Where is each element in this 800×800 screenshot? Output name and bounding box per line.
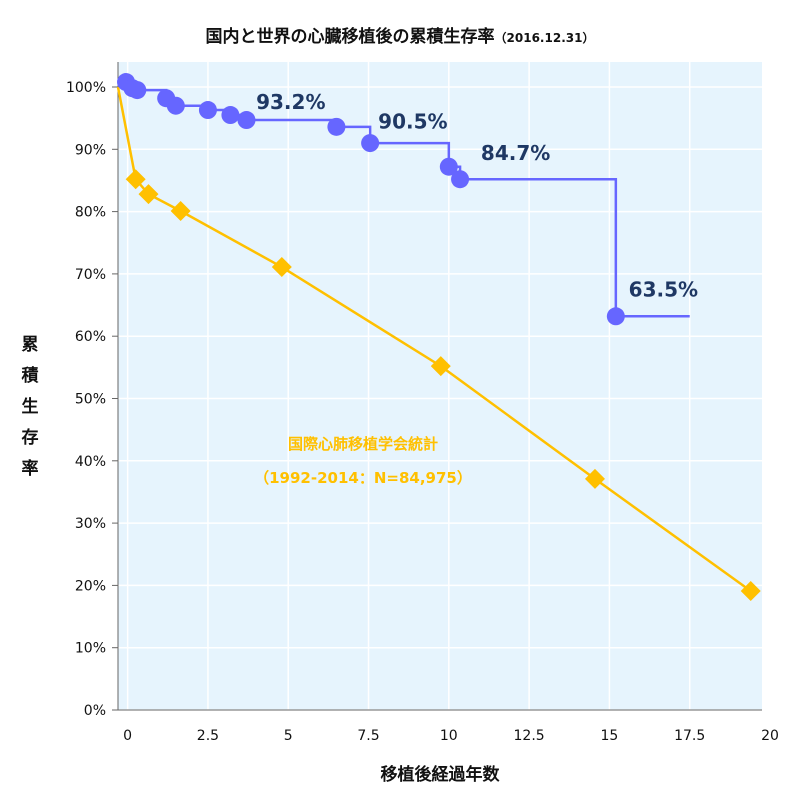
y-tick-label: 10% [75,641,106,657]
data-point [138,184,159,205]
y-tick-label: 90% [75,142,106,158]
y-axis-label: 累積生存率 [21,335,39,479]
data-point [271,257,292,278]
y-tick-label: 30% [75,516,106,532]
data-point [606,307,625,326]
y-tick-label: 0% [84,703,106,719]
chart-title: 国内と世界の心臓移植後の累積生存率（2016.12.31） [0,22,800,47]
data-point [170,200,191,221]
x-tick-label: 0 [123,728,132,744]
annotation-line1: 国際心肺移植学会統計 [288,435,438,453]
data-label: 90.5% [378,110,447,134]
x-tick-label: 2.5 [197,728,219,744]
data-point [584,468,605,489]
data-point [430,356,451,377]
y-tick-label: 70% [75,267,106,283]
y-tick-label: 20% [75,578,106,594]
x-tick-label: 20 [761,728,779,744]
data-point [125,169,146,190]
y-tick-label: 50% [75,392,106,408]
x-tick-label: 5 [284,728,293,744]
plot-background [118,62,762,710]
data-point [128,81,147,100]
data-point [237,111,256,130]
y-tick-label: 60% [75,329,106,345]
y-tick-label: 100% [66,80,106,96]
data-point [166,96,185,115]
data-point [198,101,217,120]
subtitle-text: （2016.12.31） [494,31,595,45]
data-point [740,581,761,602]
data-point [327,117,346,136]
x-tick-label: 7.5 [357,728,379,744]
data-point [451,170,470,189]
y-tick-label: 80% [75,205,106,221]
x-tick-label: 10 [440,728,458,744]
annotation-line2: （1992-2014：N=84,975） [254,469,472,487]
x-axis-label: 移植後経過年数 [380,765,500,785]
data-label: 93.2% [256,90,325,114]
x-tick-label: 17.5 [674,728,705,744]
y-tick-label: 40% [75,454,106,470]
title-text: 国内と世界の心臓移植後の累積生存率 [205,27,495,47]
x-tick-label: 15 [600,728,618,744]
data-point [221,106,240,125]
data-label: 63.5% [629,277,698,301]
x-tick-label: 12.5 [514,728,545,744]
data-point [439,157,458,176]
data-label: 84.7% [481,141,550,165]
data-point [361,134,380,153]
